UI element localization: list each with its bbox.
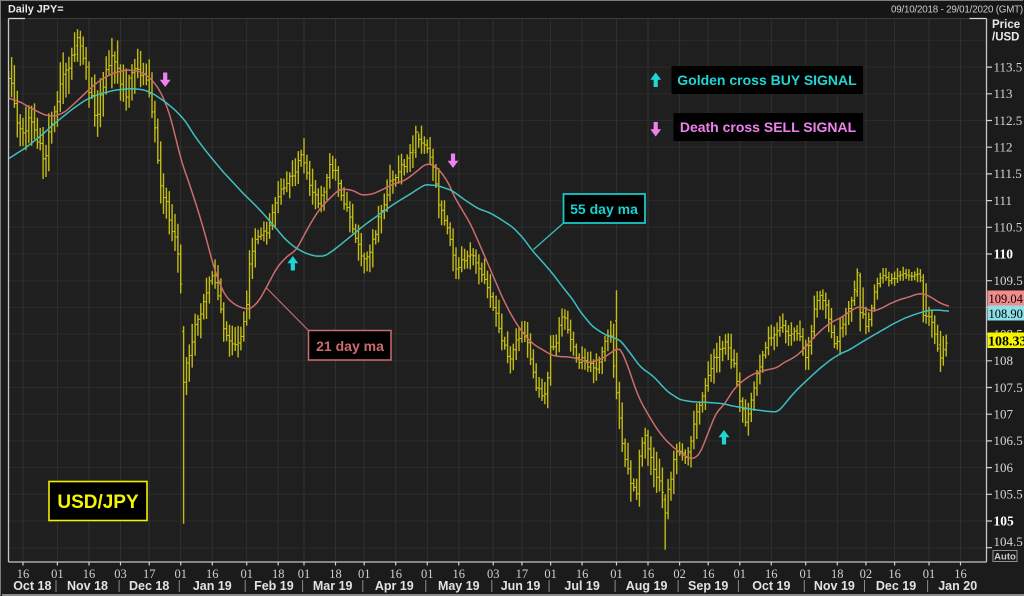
svg-text:01: 01 (51, 567, 64, 581)
svg-text:16: 16 (576, 567, 589, 581)
svg-text:Apr 19: Apr 19 (375, 579, 414, 593)
svg-text:01: 01 (298, 567, 311, 581)
svg-text:Golden cross BUY SIGNAL: Golden cross BUY SIGNAL (677, 72, 857, 88)
svg-text:106: 106 (994, 460, 1014, 475)
svg-text:09/10/2018 - 29/01/2020 (GMT): 09/10/2018 - 29/01/2020 (GMT) (891, 5, 1023, 16)
svg-text:55 day ma: 55 day ma (570, 201, 638, 217)
svg-text:21 day ma: 21 day ma (316, 338, 384, 354)
svg-text:111: 111 (994, 193, 1013, 208)
svg-text:03: 03 (114, 567, 127, 581)
svg-text:16: 16 (83, 567, 96, 581)
svg-text:109.5: 109.5 (994, 273, 1023, 288)
svg-text:106.5: 106.5 (994, 433, 1023, 448)
svg-text:16: 16 (642, 567, 655, 581)
svg-text:/USD: /USD (992, 32, 1019, 44)
svg-text:Daily JPY=: Daily JPY= (8, 4, 64, 16)
svg-text:18: 18 (329, 567, 342, 581)
svg-text:16: 16 (17, 567, 30, 581)
svg-text:01: 01 (923, 567, 936, 581)
svg-text:02: 02 (860, 567, 873, 581)
svg-text:Jul 19: Jul 19 (564, 579, 599, 593)
svg-text:18: 18 (272, 567, 285, 581)
svg-text:01: 01 (421, 567, 434, 581)
svg-text:01: 01 (358, 567, 371, 581)
svg-text:May 19: May 19 (438, 579, 480, 593)
svg-text:17: 17 (143, 567, 156, 581)
svg-text:112: 112 (994, 140, 1013, 155)
svg-text:110.5: 110.5 (994, 220, 1023, 235)
svg-text:Aug 19: Aug 19 (626, 579, 668, 593)
svg-text:113: 113 (994, 86, 1013, 101)
svg-text:Auto: Auto (994, 552, 1016, 563)
svg-text:01: 01 (240, 567, 253, 581)
svg-text:Jan 19: Jan 19 (193, 579, 232, 593)
svg-text:112.5: 112.5 (994, 113, 1023, 128)
svg-text:16: 16 (453, 567, 466, 581)
svg-text:01: 01 (174, 567, 187, 581)
svg-text:01: 01 (799, 567, 812, 581)
svg-text:02: 02 (673, 567, 686, 581)
svg-text:111.5: 111.5 (994, 166, 1022, 181)
svg-text:16: 16 (765, 567, 778, 581)
svg-text:108: 108 (994, 353, 1014, 368)
svg-text:107.5: 107.5 (994, 380, 1023, 395)
svg-text:Sep 19: Sep 19 (688, 579, 728, 593)
svg-text:107: 107 (994, 407, 1014, 422)
svg-text:16: 16 (954, 567, 967, 581)
svg-text:Oct 18: Oct 18 (13, 579, 51, 593)
svg-text:105: 105 (994, 513, 1015, 528)
svg-text:01: 01 (734, 567, 747, 581)
svg-text:113.5: 113.5 (994, 59, 1023, 74)
svg-text:16: 16 (206, 567, 219, 581)
svg-text:110: 110 (994, 246, 1014, 261)
svg-text:18: 18 (831, 567, 844, 581)
svg-text:17: 17 (516, 567, 529, 581)
svg-text:105.5: 105.5 (994, 487, 1023, 502)
svg-text:03: 03 (487, 567, 500, 581)
svg-text:01: 01 (544, 567, 557, 581)
svg-text:Mar 19: Mar 19 (313, 579, 353, 593)
svg-text:16: 16 (888, 567, 901, 581)
svg-text:104.5: 104.5 (994, 534, 1023, 549)
svg-text:16: 16 (389, 567, 402, 581)
svg-text:Price: Price (992, 19, 1020, 31)
svg-text:Dec 18: Dec 18 (129, 579, 169, 593)
svg-text:Nov 19: Nov 19 (814, 579, 855, 593)
svg-text:108.33: 108.33 (988, 335, 1024, 350)
svg-text:01: 01 (610, 567, 623, 581)
svg-text:Jun 19: Jun 19 (501, 579, 541, 593)
svg-text:108.90: 108.90 (989, 307, 1023, 321)
svg-text:Dec 19: Dec 19 (876, 579, 916, 593)
svg-text:Nov 18: Nov 18 (67, 579, 108, 593)
svg-text:Jan 20: Jan 20 (938, 579, 977, 593)
svg-text:16: 16 (702, 567, 715, 581)
svg-text:Death cross SELL SIGNAL: Death cross SELL SIGNAL (680, 119, 857, 135)
svg-text:USD/JPY: USD/JPY (57, 492, 139, 513)
svg-text:Oct 19: Oct 19 (752, 579, 790, 593)
svg-text:Feb 19: Feb 19 (254, 579, 294, 593)
svg-text:109.04: 109.04 (989, 292, 1024, 306)
